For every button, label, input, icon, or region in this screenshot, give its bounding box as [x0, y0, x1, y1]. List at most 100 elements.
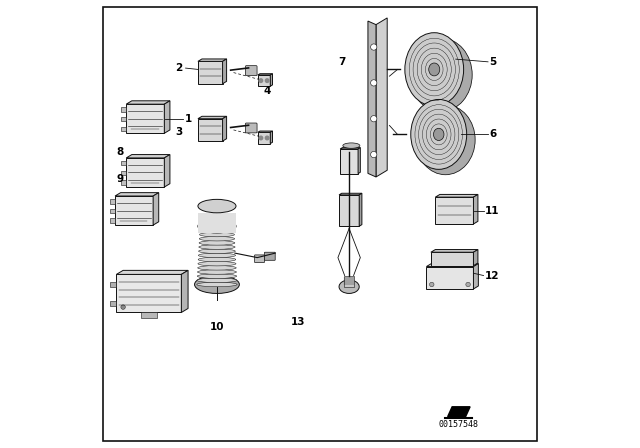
- Bar: [344, 276, 355, 287]
- Text: 8: 8: [116, 147, 124, 157]
- Text: 4: 4: [264, 86, 271, 96]
- Bar: [109, 301, 116, 306]
- Bar: [121, 117, 126, 121]
- Ellipse shape: [198, 270, 236, 274]
- Ellipse shape: [198, 199, 236, 213]
- FancyBboxPatch shape: [255, 255, 264, 263]
- Circle shape: [371, 80, 377, 86]
- Ellipse shape: [198, 249, 236, 254]
- Polygon shape: [448, 407, 470, 417]
- Polygon shape: [368, 21, 376, 177]
- Polygon shape: [115, 196, 153, 225]
- Polygon shape: [223, 116, 227, 141]
- Circle shape: [429, 282, 434, 287]
- Ellipse shape: [198, 262, 236, 266]
- Ellipse shape: [199, 241, 235, 245]
- Bar: [121, 181, 126, 185]
- Polygon shape: [270, 131, 273, 143]
- Polygon shape: [258, 131, 273, 133]
- Ellipse shape: [433, 128, 444, 141]
- Polygon shape: [126, 158, 164, 187]
- Polygon shape: [198, 59, 227, 61]
- Text: 10: 10: [210, 322, 224, 332]
- Polygon shape: [198, 116, 227, 119]
- Ellipse shape: [339, 280, 359, 293]
- Polygon shape: [474, 250, 478, 266]
- Polygon shape: [153, 193, 159, 225]
- Bar: [109, 219, 115, 223]
- Text: 13: 13: [291, 317, 306, 327]
- Polygon shape: [223, 59, 227, 84]
- Ellipse shape: [198, 220, 236, 233]
- Ellipse shape: [429, 63, 440, 76]
- Polygon shape: [198, 61, 223, 84]
- Ellipse shape: [197, 274, 237, 278]
- Polygon shape: [198, 119, 223, 141]
- Circle shape: [371, 116, 377, 122]
- Polygon shape: [431, 252, 474, 266]
- Polygon shape: [474, 263, 478, 289]
- Polygon shape: [270, 74, 273, 86]
- Bar: [121, 171, 126, 175]
- Text: 7: 7: [338, 57, 345, 67]
- Polygon shape: [181, 271, 188, 313]
- Circle shape: [371, 151, 377, 158]
- Circle shape: [371, 44, 377, 50]
- Ellipse shape: [198, 266, 236, 270]
- Polygon shape: [126, 104, 164, 134]
- Bar: [109, 209, 115, 213]
- Ellipse shape: [197, 282, 237, 287]
- Ellipse shape: [343, 143, 360, 148]
- Polygon shape: [116, 274, 181, 313]
- Polygon shape: [340, 149, 358, 173]
- Polygon shape: [126, 101, 170, 104]
- Ellipse shape: [411, 99, 467, 169]
- Ellipse shape: [405, 33, 463, 106]
- Polygon shape: [164, 155, 170, 187]
- Polygon shape: [258, 75, 270, 86]
- Bar: [121, 107, 126, 112]
- Polygon shape: [339, 193, 362, 195]
- Bar: [141, 313, 157, 318]
- Ellipse shape: [195, 276, 239, 293]
- Text: 00157548: 00157548: [439, 420, 479, 429]
- Bar: [121, 161, 126, 165]
- Circle shape: [121, 305, 125, 309]
- Polygon shape: [258, 74, 273, 75]
- Polygon shape: [376, 18, 387, 177]
- Text: 11: 11: [484, 206, 499, 215]
- Circle shape: [259, 136, 262, 140]
- Circle shape: [266, 136, 269, 140]
- Text: 5: 5: [490, 57, 497, 67]
- Ellipse shape: [416, 105, 475, 175]
- Polygon shape: [358, 148, 360, 173]
- Text: 2: 2: [175, 63, 182, 73]
- Circle shape: [466, 282, 470, 287]
- Bar: [198, 213, 236, 233]
- Bar: [109, 282, 116, 287]
- Polygon shape: [431, 250, 478, 252]
- Ellipse shape: [200, 228, 234, 233]
- Polygon shape: [339, 195, 359, 226]
- Ellipse shape: [197, 278, 237, 283]
- Circle shape: [259, 79, 262, 82]
- FancyBboxPatch shape: [245, 123, 257, 133]
- Text: 1: 1: [185, 114, 192, 124]
- Ellipse shape: [198, 257, 236, 262]
- Polygon shape: [115, 193, 159, 196]
- Polygon shape: [426, 263, 478, 267]
- Polygon shape: [426, 267, 474, 289]
- Ellipse shape: [198, 253, 236, 258]
- Ellipse shape: [410, 38, 472, 112]
- Text: 12: 12: [484, 271, 499, 280]
- Polygon shape: [435, 197, 474, 224]
- Text: 6: 6: [490, 129, 497, 139]
- Polygon shape: [359, 193, 362, 226]
- Polygon shape: [116, 271, 188, 274]
- Ellipse shape: [199, 237, 235, 241]
- Polygon shape: [258, 133, 270, 143]
- Ellipse shape: [199, 245, 235, 249]
- Bar: [121, 127, 126, 131]
- Polygon shape: [435, 194, 478, 197]
- Ellipse shape: [200, 233, 234, 237]
